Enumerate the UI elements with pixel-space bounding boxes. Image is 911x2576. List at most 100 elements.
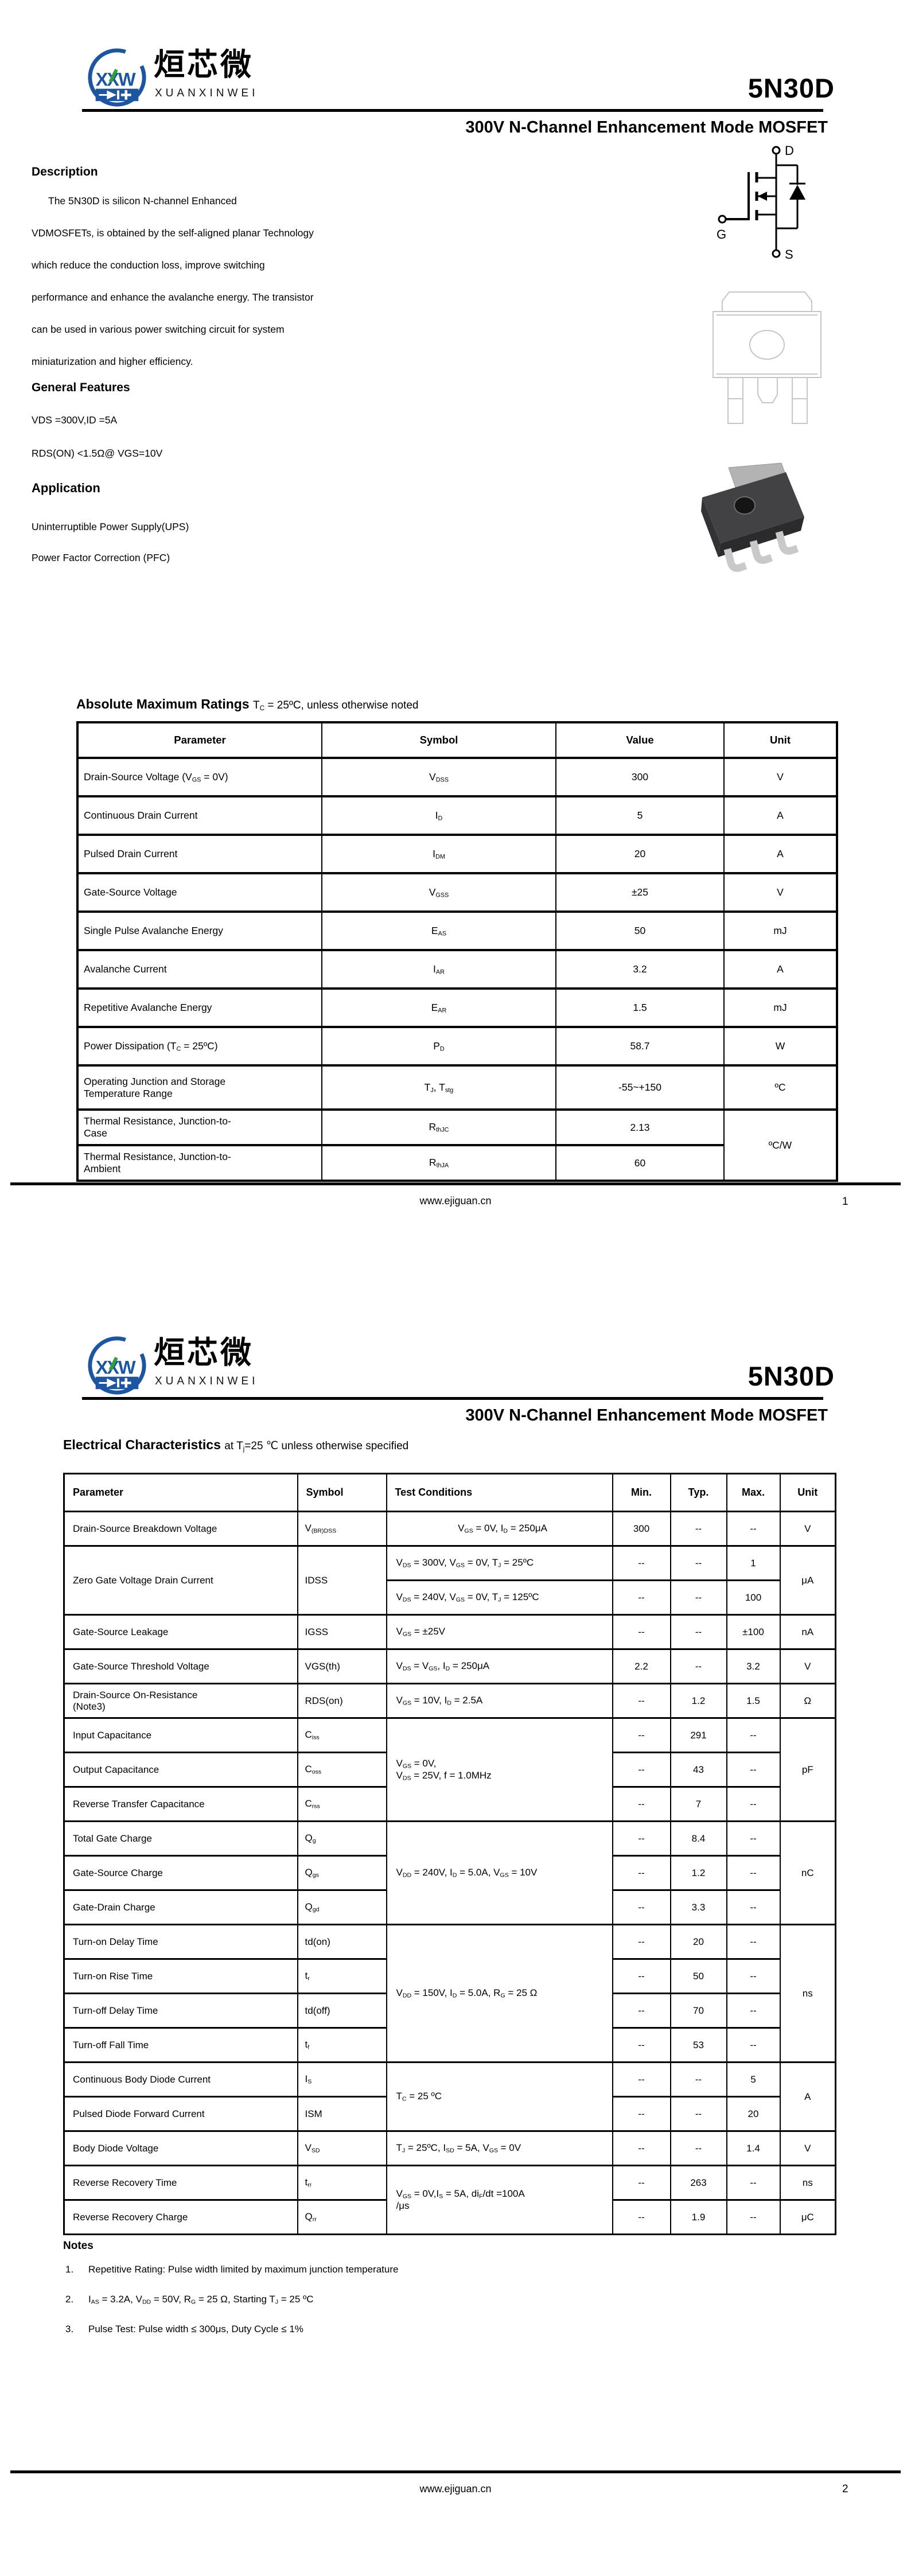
typ-cell: 43 xyxy=(669,1752,727,1788)
brand-logo-icon: XXW xyxy=(88,48,146,107)
typ-cell: -- xyxy=(669,1511,727,1547)
table-row: Continuous Body Diode Current IS TC = 25 º… xyxy=(63,2061,836,2132)
param-cell: Pulsed Drain Current xyxy=(77,834,322,874)
page-subtitle: 300V N-Channel Enhancement Mode MOSFET xyxy=(465,118,828,137)
max-cell: -- xyxy=(726,1958,781,1994)
unit-cell: pF xyxy=(779,1717,836,1822)
param-cell: Reverse Transfer Capacitance xyxy=(63,1786,298,1822)
unit-cell: V xyxy=(779,1511,836,1547)
description-line: VDMOSFETs, is obtained by the self-align… xyxy=(32,227,314,239)
typ-cell: 1.2 xyxy=(669,1683,727,1719)
table-row: Turn-on Delay Time td(on) VDD = 150V, ID =… xyxy=(63,1924,836,2063)
param-cell: Repetitive Avalanche Energy xyxy=(77,987,322,1028)
table-row: Continuous Drain Current ID 5 A xyxy=(77,795,838,836)
param-cell: Gate-Source Voltage xyxy=(77,872,322,913)
max-cell: -- xyxy=(726,1717,781,1753)
part-number: 5N30D xyxy=(748,73,835,103)
symbol-cell: IDM xyxy=(321,834,556,874)
param-cell: Single Pulse Avalanche Energy xyxy=(77,910,322,951)
unit-cell: mJ xyxy=(723,987,838,1028)
electrical-characteristics-table: Parameter Symbol Test Conditions Min. Ty… xyxy=(63,1473,836,2235)
min-cell: -- xyxy=(612,1683,671,1719)
min-cell: -- xyxy=(612,2165,671,2201)
col-parameter: Parameter xyxy=(77,721,322,759)
value-cell: 2.13 xyxy=(555,1108,725,1146)
table-row: Reverse Recovery Time trr VGS = 0V,IS = 5A… xyxy=(63,2165,836,2235)
param-cell: Body Diode Voltage xyxy=(63,2130,298,2166)
typ-cell: 50 xyxy=(669,1958,727,1994)
application-heading: Application xyxy=(32,481,100,495)
param-cell: Drain-Source Voltage (VGS = 0V) xyxy=(77,757,322,797)
symbol-cell: Qrr xyxy=(297,2199,387,2235)
col-test-conditions: Test Conditions xyxy=(386,1473,613,1512)
application-line: Power Factor Correction (PFC) xyxy=(32,552,170,563)
max-cell: 100 xyxy=(726,1579,781,1616)
value-cell: 50 xyxy=(555,910,725,951)
unit-cell: μA xyxy=(779,1545,836,1616)
ec-condition: at Tj=25 ℃ unless otherwise specified xyxy=(224,1440,409,1453)
table-row: Repetitive Avalanche Energy EAR 1.5 mJ xyxy=(77,987,838,1028)
symbol-cell: EAS xyxy=(321,910,556,951)
table-row: Gate-Drain Charge Qgd -- 3.3 -- xyxy=(63,1889,836,1925)
part-number: 5N30D xyxy=(748,1361,835,1391)
abs-max-table: Parameter Symbol Value Unit Drain-Source… xyxy=(76,721,838,1182)
cond-cell: VGS = 0V,IS = 5A, diF/dt =100A /μs xyxy=(386,2165,613,2235)
symbol-cell: RDS(on) xyxy=(297,1683,387,1719)
max-cell: 1.5 xyxy=(726,1683,781,1719)
general-features-heading: General Features xyxy=(32,381,130,394)
symbol-cell: Qg xyxy=(297,1820,387,1857)
symbol-cell: Qgs xyxy=(297,1855,387,1891)
table-row: Thermal Resistance, Junction-to- Ambient… xyxy=(77,1144,837,1182)
table-row: Zero Gate Voltage Drain Current IDSS VDS =… xyxy=(63,1545,836,1616)
param-cell: Drain-Source Breakdown Voltage xyxy=(63,1511,298,1547)
param-cell: Avalanche Current xyxy=(77,949,322,990)
max-cell: -- xyxy=(726,1752,781,1788)
abs-max-condition: TC = 25ºC, unless otherwise noted xyxy=(253,699,419,712)
cond-cell: VGS = 0V, VDS = 25V, f = 1.0MHz xyxy=(386,1717,613,1822)
symbol-cell: td(on) xyxy=(297,1924,387,1960)
typ-cell: -- xyxy=(669,2061,727,2098)
min-cell: -- xyxy=(612,1820,671,1857)
typ-cell: 53 xyxy=(669,2027,727,2063)
header-rule xyxy=(82,109,823,112)
description-line: The 5N30D is silicon N-channel Enhanced xyxy=(48,195,237,207)
max-cell: 20 xyxy=(726,2096,781,2132)
param-cell: Power Dissipation (TC = 25ºC) xyxy=(77,1026,322,1067)
typ-cell: -- xyxy=(669,1545,727,1581)
symbol-cell: VSD xyxy=(297,2130,387,2166)
min-cell: -- xyxy=(612,1614,671,1650)
param-cell: Continuous Drain Current xyxy=(77,795,322,836)
table-row: Body Diode Voltage VSD TJ = 25ºC, ISD = 5A… xyxy=(63,2130,836,2166)
unit-cell: ºC xyxy=(723,1064,838,1111)
value-cell: 1.5 xyxy=(555,987,725,1028)
cond-cell: VDD = 240V, ID = 5.0A, VGS = 10V xyxy=(386,1820,613,1925)
footer-url[interactable]: www.ejiguan.cn xyxy=(419,1195,492,1207)
table-row: Turn-off Fall Time tf -- 53 -- xyxy=(63,2027,836,2063)
typ-cell: -- xyxy=(669,1648,727,1684)
unit-cell: mJ xyxy=(723,910,838,951)
value-cell: 58.7 xyxy=(555,1026,725,1067)
param-cell: Thermal Resistance, Junction-to- Ambient xyxy=(77,1144,322,1182)
typ-cell: 3.3 xyxy=(669,1889,727,1925)
logo-green-accent xyxy=(108,68,118,83)
table-row: Drain-Source Voltage (VGS = 0V) VDSS 300 V xyxy=(77,757,838,797)
application-line: Uninterruptible Power Supply(UPS) xyxy=(32,521,189,532)
table-header-row: Parameter Symbol Value Unit xyxy=(77,721,838,759)
min-cell: -- xyxy=(612,1958,671,1994)
brand-name-chinese: 烜芯微 xyxy=(154,48,254,82)
param-cell: Thermal Resistance, Junction-to- Case xyxy=(77,1108,322,1146)
value-cell: 300 xyxy=(555,757,725,797)
min-cell: -- xyxy=(612,2130,671,2166)
param-cell: Zero Gate Voltage Drain Current xyxy=(63,1545,298,1616)
max-cell: -- xyxy=(726,1820,781,1857)
feature-line: RDS(ON) <1.5Ω@ VGS=10V xyxy=(32,448,163,459)
typ-cell: 1.2 xyxy=(669,1855,727,1891)
footer-url[interactable]: www.ejiguan.cn xyxy=(419,2483,492,2495)
max-cell: 1 xyxy=(726,1545,781,1581)
symbol-cell: td(off) xyxy=(297,1993,387,2029)
table-row: Turn-off Delay Time td(off) -- 70 -- xyxy=(63,1993,836,2029)
max-cell: -- xyxy=(726,1924,781,1960)
symbol-cell: tr xyxy=(297,1958,387,1994)
unit-cell: Ω xyxy=(779,1683,836,1719)
